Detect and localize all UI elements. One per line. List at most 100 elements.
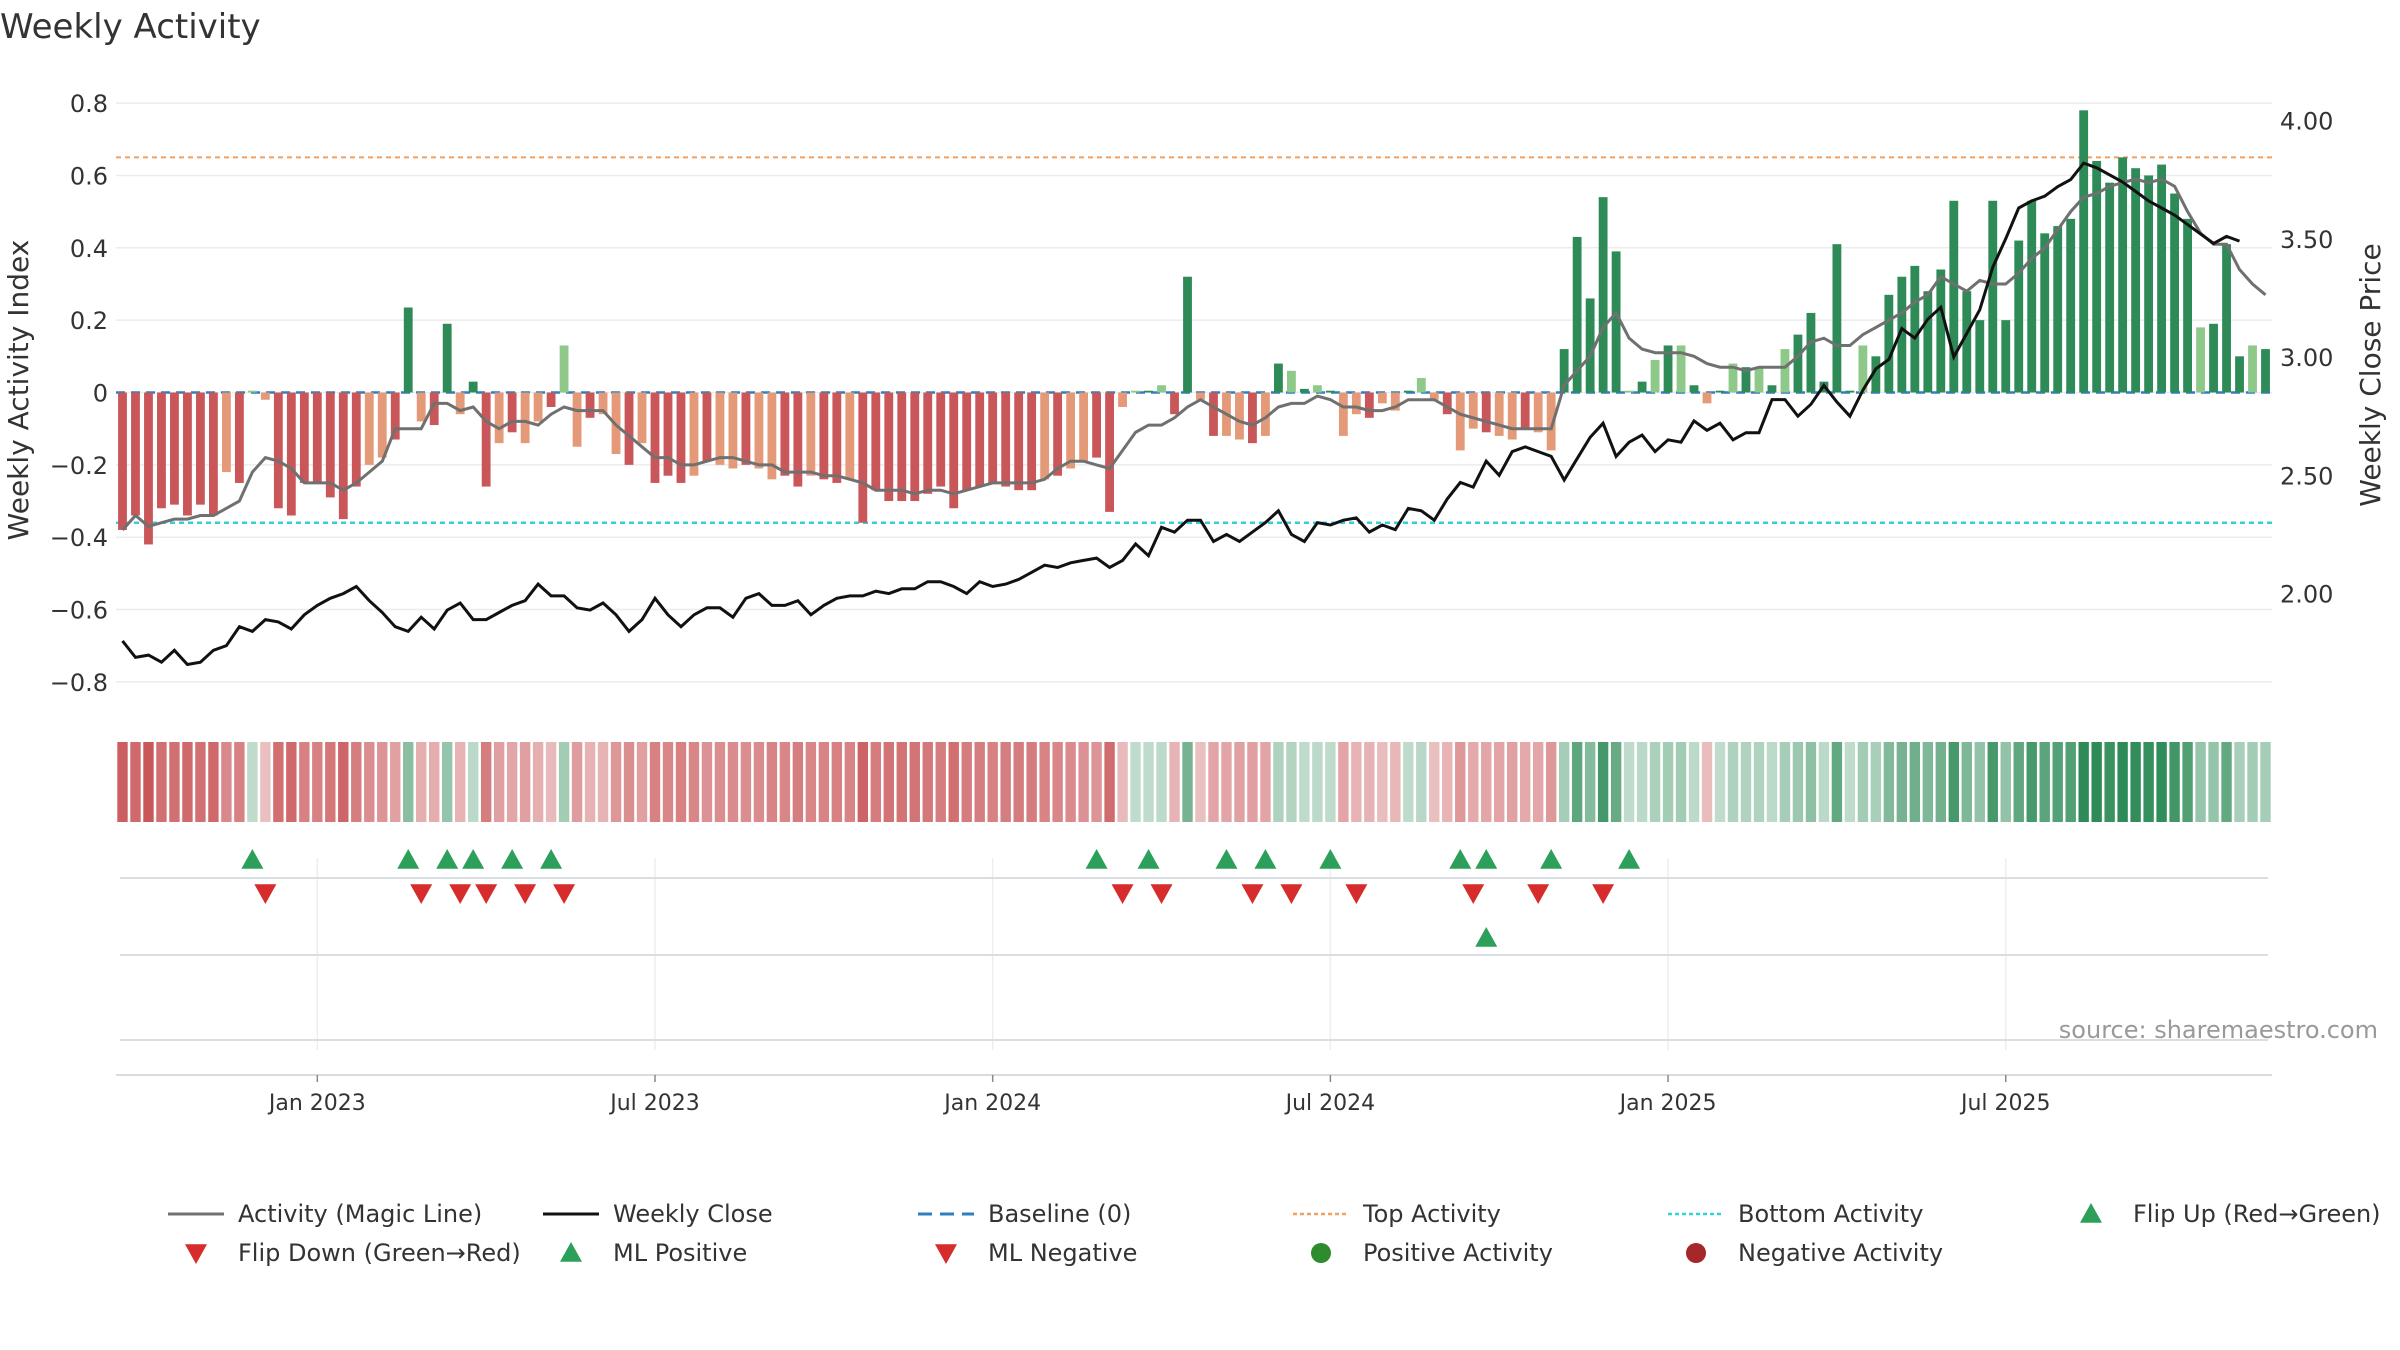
activity-bar: [247, 390, 257, 393]
x-axis-ticks: Jan 2023 Jul 2023 Jan 2024 Jul 2024 Jan 2025…: [267, 1075, 2051, 1116]
activity-bar: [676, 392, 686, 483]
heat-strip-cell: [130, 742, 141, 822]
activity-bar: [157, 392, 166, 509]
activity-bar: [1312, 385, 1322, 393]
heat-strip-cell: [1740, 742, 1752, 822]
heat-strip-cell: [1623, 742, 1635, 822]
activity-bar: [767, 392, 777, 480]
heat-strip-cell: [1844, 742, 1856, 822]
heat-strip-cell: [1026, 742, 1037, 822]
y-axis-right-ticks: 2.00 2.50 3.00 3.50 4.00: [2280, 107, 2333, 608]
heat-strip-cell: [1545, 742, 1557, 822]
heat-strip-cell: [558, 742, 570, 822]
activity-bar: [1066, 392, 1076, 469]
activity-bar: [1611, 251, 1621, 393]
heat-strip-cell: [1403, 742, 1414, 822]
heat-strip-cell: [117, 742, 128, 822]
heat-strip-cell: [1494, 742, 1505, 822]
activity-bar: [1988, 200, 1998, 393]
activity-bar: [1468, 392, 1478, 429]
heat-strip-cell: [883, 742, 894, 822]
activity-bar: [741, 392, 751, 465]
legend-item: Negative Activity: [1686, 1239, 1943, 1267]
heat-strip-cell: [169, 742, 180, 822]
activity-bar: [2040, 233, 2050, 393]
heat-strip-cell: [403, 742, 414, 822]
flip-up-marker: [436, 849, 459, 869]
heat-strip-cell: [1792, 742, 1804, 822]
heat-strip-cell: [675, 742, 687, 822]
activity-bar: [2131, 168, 2141, 393]
activity-bar: [1637, 381, 1647, 393]
legend-swatch: [2080, 1203, 2102, 1223]
heat-strip-cell: [1117, 742, 1128, 822]
activity-bar: [325, 392, 335, 498]
flip-down-marker: [553, 884, 576, 904]
flip-down-marker: [1527, 884, 1550, 904]
flip-down-marker: [449, 884, 472, 904]
activity-bar: [481, 392, 491, 487]
activity-bar: [1923, 291, 1933, 393]
activity-bar: [2235, 356, 2244, 393]
activity-bar: [1092, 392, 1102, 458]
heat-strip-cell: [1364, 742, 1375, 822]
heat-strip-cell: [987, 742, 998, 822]
activity-bar: [1962, 291, 1972, 393]
activity-bar: [1131, 390, 1140, 393]
activity-bar: [1546, 392, 1556, 451]
heat-strip-cell: [1507, 742, 1518, 822]
activity-bar: [1481, 392, 1491, 433]
activity-bar: [1585, 298, 1595, 393]
activity-bar: [1170, 392, 1179, 415]
activity-bar: [260, 392, 270, 400]
legend-label: Top Activity: [1362, 1200, 1501, 1228]
heat-strip-cell: [1325, 742, 1336, 822]
heat-strip-cell: [1753, 742, 1765, 822]
heat-strip-cell: [623, 742, 635, 822]
activity-bar: [1235, 392, 1244, 440]
chart-title: Weekly Activity: [0, 7, 261, 47]
heat-strip-cell: [610, 742, 622, 822]
legend-swatch: [1311, 1243, 1331, 1263]
activity-bar: [1663, 345, 1673, 393]
heat-strip-cell: [1987, 742, 1998, 822]
heat-strip-cell: [1156, 742, 1167, 822]
activity-bar: [273, 392, 283, 509]
y-left-tick-label: −0.6: [50, 597, 108, 625]
heat-strip-cell: [519, 742, 531, 822]
activity-bar: [585, 392, 595, 418]
heat-strip-cell: [2156, 742, 2167, 822]
heat-strip-cell: [2169, 742, 2180, 822]
heat-strip-cell: [740, 742, 752, 822]
heat-strip-cell: [195, 742, 206, 822]
heat-strip-cell: [1870, 742, 1882, 822]
y-right-tick-label: 4.00: [2280, 107, 2333, 135]
activity-bar: [1975, 320, 1985, 393]
legend-label: Positive Activity: [1363, 1239, 1553, 1267]
heat-strip-cell: [584, 742, 596, 822]
heat-strip-cell: [1974, 742, 1985, 822]
flip-up-marker: [1254, 849, 1277, 869]
heat-strip-cell: [1766, 742, 1778, 822]
heat-strip-cell: [792, 742, 804, 822]
activity-bar: [312, 392, 322, 483]
heat-strip-cell: [1584, 742, 1596, 822]
flip-down-marker: [1241, 884, 1264, 904]
heat-strip-cell: [2026, 742, 2037, 822]
heat-strip-cell: [857, 742, 869, 822]
activity-bar: [2222, 244, 2231, 393]
heat-strip-cell: [2195, 742, 2206, 822]
heat-strip-cell: [844, 742, 856, 822]
heat-strip-cell: [1182, 742, 1193, 822]
weekly-close-line: [121, 161, 2241, 667]
activity-bar: [208, 392, 218, 516]
heat-strip-cell: [2117, 742, 2128, 822]
legend-swatch: [560, 1242, 582, 1262]
activity-bar: [2027, 200, 2037, 393]
activity-bar: [1403, 390, 1413, 393]
heat-strip-cell: [1831, 742, 1843, 822]
heat-strip-cell: [1195, 742, 1206, 822]
flip-down-marker: [1592, 884, 1615, 904]
heat-strip-cell: [1883, 742, 1895, 822]
heat-strip-cell: [1208, 742, 1219, 822]
